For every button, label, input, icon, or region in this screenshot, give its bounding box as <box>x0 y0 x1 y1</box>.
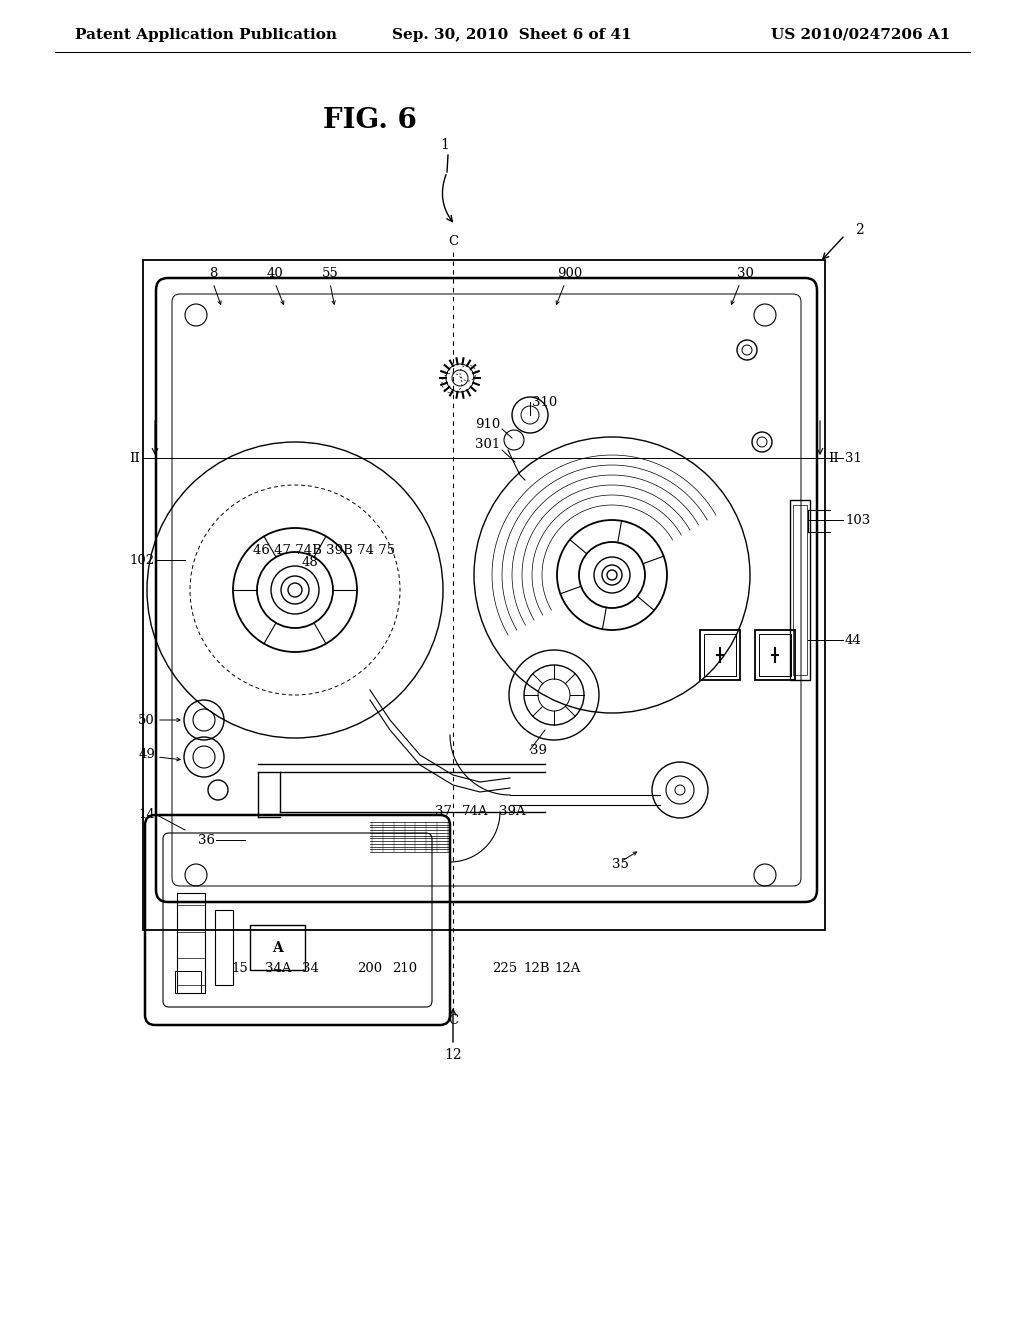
Circle shape <box>288 583 302 597</box>
Text: FIG. 6: FIG. 6 <box>323 107 417 133</box>
Text: Sep. 30, 2010  Sheet 6 of 41: Sep. 30, 2010 Sheet 6 of 41 <box>392 28 632 42</box>
Text: 310: 310 <box>532 396 557 408</box>
Text: 12A: 12A <box>555 962 582 975</box>
Text: 36: 36 <box>198 833 215 846</box>
Text: 50: 50 <box>138 714 155 726</box>
Text: 103: 103 <box>845 513 870 527</box>
Bar <box>215 909 233 985</box>
Text: 39A: 39A <box>499 805 525 818</box>
Text: 15: 15 <box>231 962 249 975</box>
Text: A: A <box>271 941 283 954</box>
Bar <box>705 634 736 676</box>
Bar <box>175 972 201 993</box>
Text: II: II <box>828 451 839 465</box>
Text: 48: 48 <box>302 556 318 569</box>
Text: 49: 49 <box>138 748 155 762</box>
Text: 910: 910 <box>475 417 500 430</box>
Text: 301: 301 <box>475 438 500 451</box>
Text: 34A: 34A <box>265 962 291 975</box>
Text: 34: 34 <box>301 962 318 975</box>
Bar <box>250 925 305 970</box>
Circle shape <box>607 570 617 579</box>
Text: 30: 30 <box>736 267 754 280</box>
Text: 44: 44 <box>845 634 862 647</box>
Text: II: II <box>129 451 140 465</box>
Text: 900: 900 <box>557 267 583 280</box>
Text: 102: 102 <box>130 553 155 566</box>
Text: C: C <box>447 1014 458 1027</box>
Text: 12B: 12B <box>523 962 550 975</box>
Text: 35: 35 <box>611 858 629 871</box>
Text: C: C <box>447 235 458 248</box>
Text: 1: 1 <box>440 139 450 152</box>
Text: 2: 2 <box>855 223 864 238</box>
Text: 14: 14 <box>138 808 155 821</box>
Text: 200: 200 <box>357 962 383 975</box>
Bar <box>759 634 791 676</box>
Text: 40: 40 <box>266 267 284 280</box>
Bar <box>177 894 205 993</box>
Text: 12: 12 <box>444 1048 462 1063</box>
Text: US 2010/0247206 A1: US 2010/0247206 A1 <box>771 28 950 42</box>
Text: 55: 55 <box>322 267 338 280</box>
Text: 210: 210 <box>392 962 418 975</box>
Circle shape <box>675 785 685 795</box>
Text: 31: 31 <box>845 451 862 465</box>
Text: 225: 225 <box>493 962 517 975</box>
Bar <box>793 506 807 675</box>
Bar <box>790 500 810 680</box>
Text: Patent Application Publication: Patent Application Publication <box>75 28 337 42</box>
Text: 74A: 74A <box>462 805 488 818</box>
Text: 39: 39 <box>530 743 547 756</box>
Text: 46 47 74B 39B 74 75: 46 47 74B 39B 74 75 <box>253 544 395 557</box>
Text: 37: 37 <box>434 805 452 818</box>
Text: 8: 8 <box>209 267 217 280</box>
